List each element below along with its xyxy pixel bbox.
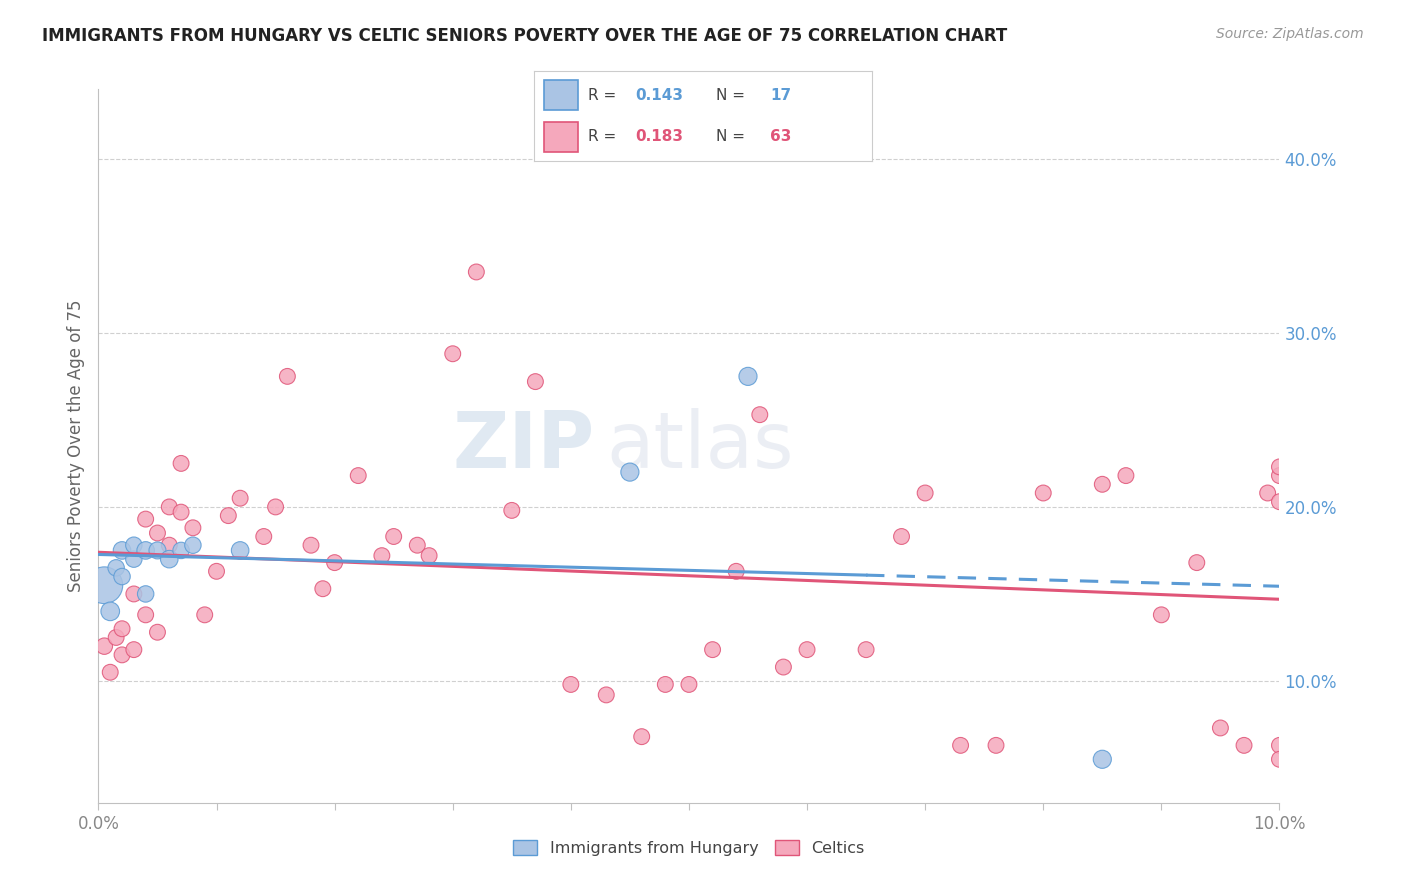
- Point: [194, 607, 217, 622]
- Point: [135, 543, 157, 558]
- Text: ZIP: ZIP: [453, 408, 595, 484]
- Point: [984, 739, 1007, 753]
- Text: 63: 63: [770, 129, 792, 144]
- Point: [205, 564, 228, 578]
- Point: [229, 491, 252, 506]
- Point: [949, 739, 972, 753]
- Point: [135, 607, 157, 622]
- Point: [253, 529, 276, 543]
- Point: [1150, 607, 1173, 622]
- Point: [93, 639, 115, 653]
- Text: atlas: atlas: [606, 408, 794, 484]
- Point: [146, 543, 169, 558]
- Point: [157, 500, 180, 514]
- Point: [1091, 477, 1114, 491]
- Point: [1032, 486, 1054, 500]
- Point: [1091, 752, 1114, 766]
- Point: [1268, 459, 1291, 474]
- Point: [702, 642, 724, 657]
- Text: R =: R =: [588, 88, 621, 103]
- Point: [122, 587, 145, 601]
- Point: [229, 543, 252, 558]
- Point: [382, 529, 405, 543]
- Point: [737, 369, 759, 384]
- Point: [1268, 468, 1291, 483]
- Point: [181, 521, 204, 535]
- Point: [299, 538, 322, 552]
- Point: [135, 587, 157, 601]
- Y-axis label: Seniors Poverty Over the Age of 75: Seniors Poverty Over the Age of 75: [66, 300, 84, 592]
- Point: [914, 486, 936, 500]
- Text: 0.183: 0.183: [636, 129, 683, 144]
- Point: [122, 642, 145, 657]
- Point: [170, 457, 193, 471]
- Point: [347, 468, 370, 483]
- Point: [772, 660, 794, 674]
- Point: [135, 512, 157, 526]
- Point: [748, 408, 770, 422]
- Point: [264, 500, 287, 514]
- Point: [595, 688, 617, 702]
- Point: [630, 730, 652, 744]
- Point: [217, 508, 239, 523]
- Point: [105, 561, 128, 575]
- Text: N =: N =: [717, 129, 751, 144]
- Point: [678, 677, 700, 691]
- Point: [323, 556, 346, 570]
- Text: 17: 17: [770, 88, 792, 103]
- Point: [654, 677, 676, 691]
- Text: IMMIGRANTS FROM HUNGARY VS CELTIC SENIORS POVERTY OVER THE AGE OF 75 CORRELATION: IMMIGRANTS FROM HUNGARY VS CELTIC SENIOR…: [42, 27, 1008, 45]
- Legend: Immigrants from Hungary, Celtics: Immigrants from Hungary, Celtics: [506, 834, 872, 863]
- Point: [371, 549, 394, 563]
- Point: [111, 543, 134, 558]
- Point: [98, 665, 121, 680]
- Point: [122, 552, 145, 566]
- Point: [111, 569, 134, 583]
- Point: [1268, 739, 1291, 753]
- Point: [105, 631, 128, 645]
- Point: [157, 538, 180, 552]
- Point: [157, 552, 180, 566]
- Point: [619, 465, 641, 479]
- Point: [111, 648, 134, 662]
- Point: [725, 564, 748, 578]
- Point: [524, 375, 547, 389]
- Text: R =: R =: [588, 129, 621, 144]
- Text: Source: ZipAtlas.com: Source: ZipAtlas.com: [1216, 27, 1364, 41]
- Point: [111, 622, 134, 636]
- Point: [1268, 494, 1291, 508]
- Point: [146, 526, 169, 541]
- Point: [855, 642, 877, 657]
- Point: [146, 625, 169, 640]
- Point: [181, 538, 204, 552]
- Text: N =: N =: [717, 88, 751, 103]
- Text: 0.143: 0.143: [636, 88, 683, 103]
- Point: [170, 505, 193, 519]
- Point: [1233, 739, 1256, 753]
- Point: [418, 549, 440, 563]
- Point: [501, 503, 523, 517]
- Point: [465, 265, 488, 279]
- Point: [796, 642, 818, 657]
- Point: [1268, 752, 1291, 766]
- Point: [441, 347, 464, 361]
- FancyBboxPatch shape: [544, 122, 578, 152]
- Point: [890, 529, 912, 543]
- Point: [1185, 556, 1208, 570]
- Point: [93, 578, 115, 592]
- Point: [312, 582, 335, 596]
- Point: [98, 604, 121, 618]
- Point: [1257, 486, 1279, 500]
- Point: [276, 369, 298, 384]
- Point: [122, 538, 145, 552]
- Point: [406, 538, 429, 552]
- Point: [170, 543, 193, 558]
- Point: [1115, 468, 1137, 483]
- FancyBboxPatch shape: [544, 80, 578, 110]
- Point: [560, 677, 582, 691]
- Point: [1209, 721, 1232, 735]
